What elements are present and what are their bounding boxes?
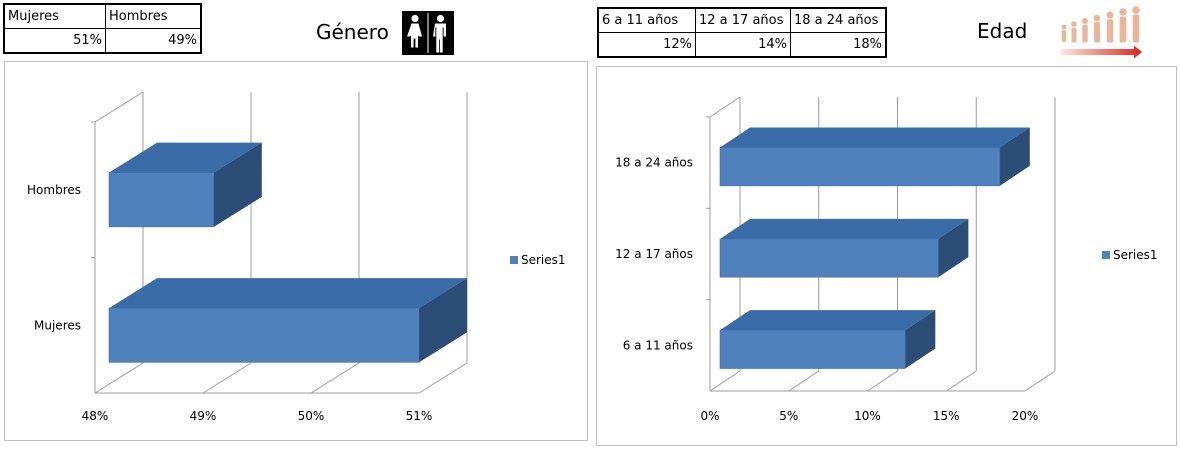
gender-category-label-mujeres: Mujeres: [34, 318, 81, 332]
age-floor-line: [945, 370, 977, 392]
age-value-18-24: 18%: [790, 32, 887, 58]
gender-value-mujeres: 51%: [3, 28, 106, 54]
gender-bar-top-mujeres: [109, 278, 467, 309]
gender-floor-line: [202, 362, 252, 394]
gender-bar-chart: Mujeres Hombres 48% 49% 50% 51% Series1: [27, 91, 566, 423]
gender-tick-label-49: 49%: [190, 409, 217, 423]
age-bar-side-12-a-17-anos: [938, 218, 969, 278]
age-bar-chart: 6 a 11 años 12 a 17 años 18 a 24 años 0% 5% 1…: [615, 96, 1158, 423]
gender-wall-top: [94, 91, 144, 123]
age-bar-6-a-11-anos: [719, 329, 906, 369]
age-bar-12-a-17-anos: [719, 238, 939, 278]
gender-tick-label-50: 50%: [298, 409, 325, 423]
age-tick-label-10: 10%: [854, 409, 881, 423]
age-legend-label: Series1: [1113, 248, 1158, 262]
gender-bar-side-mujeres: [419, 278, 467, 363]
gender-category-label-hombres: Hombres: [27, 183, 81, 197]
age-header-6-11: 6 a 11 años: [597, 7, 696, 33]
gender-value-hombres: 49%: [105, 28, 202, 54]
age-bar-side-6-a-11-anos: [905, 310, 936, 369]
age-header-12-17: 12 a 17 años: [695, 7, 791, 33]
age-category-label-6-a-11-anos: 6 a 11 años: [623, 338, 693, 352]
gender-legend-swatch: [510, 256, 518, 264]
gender-bar-top-hombres: [109, 142, 262, 173]
gender-floor-line: [94, 362, 144, 394]
gender-chart-panel: Mujeres Hombres 48% 49% 50% 51% Series1: [4, 61, 588, 441]
gender-tick-label-51: 51%: [406, 409, 433, 423]
age-progression-people-icon: [1061, 6, 1142, 59]
gender-bar-mujeres: [108, 307, 420, 363]
age-tick-label-0: 0%: [700, 409, 719, 423]
age-chart-panel: 6 a 11 años 12 a 17 años 18 a 24 años 0% 5% 1…: [596, 66, 1177, 446]
age-bar-side-18-a-24-anos: [999, 127, 1030, 186]
age-bar-top-6-a-11-anos: [720, 310, 936, 331]
gender-tick-label-48: 48%: [82, 409, 109, 423]
gender-table: Mujeres Hombres 51% 49%: [3, 3, 202, 54]
age-bar-18-a-24-anos: [719, 147, 1001, 187]
gender-header-mujeres: Mujeres: [3, 3, 106, 29]
age-floor-line: [867, 370, 898, 392]
gender-legend-label: Series1: [521, 253, 566, 267]
gender-header-hombres: Hombres: [105, 3, 202, 29]
gender-floor-line: [418, 362, 468, 394]
gender-bar-side-hombres: [213, 142, 262, 227]
age-bar-top-18-a-24-anos: [720, 127, 1030, 148]
age-bar-top-12-a-17-anos: [720, 218, 969, 239]
age-floor-line: [709, 370, 741, 392]
age-heading: Edad: [977, 19, 1028, 43]
gender-floor-line: [310, 362, 360, 394]
age-value-6-11: 12%: [597, 32, 696, 58]
age-header-18-24: 18 a 24 años: [790, 7, 887, 33]
age-tick-label-20: 20%: [1012, 409, 1039, 423]
age-floor-line: [1024, 370, 1056, 392]
gender-heading: Género: [316, 20, 389, 44]
age-value-12-17: 14%: [695, 32, 791, 58]
age-tick-label-15: 15%: [933, 409, 960, 423]
age-legend-swatch: [1102, 251, 1110, 259]
age-category-label-18-a-24-anos: 18 a 24 años: [615, 156, 693, 170]
age-category-label-12-a-17-anos: 12 a 17 años: [615, 247, 693, 261]
age-wall-top: [709, 96, 741, 118]
age-table: 6 a 11 años 12 a 17 años 18 a 24 años 12…: [597, 7, 887, 58]
gender-bar-hombres: [108, 172, 215, 228]
age-floor-line: [788, 370, 820, 392]
women-men-restroom-icon: [402, 11, 454, 55]
age-tick-label-5: 5%: [779, 409, 798, 423]
